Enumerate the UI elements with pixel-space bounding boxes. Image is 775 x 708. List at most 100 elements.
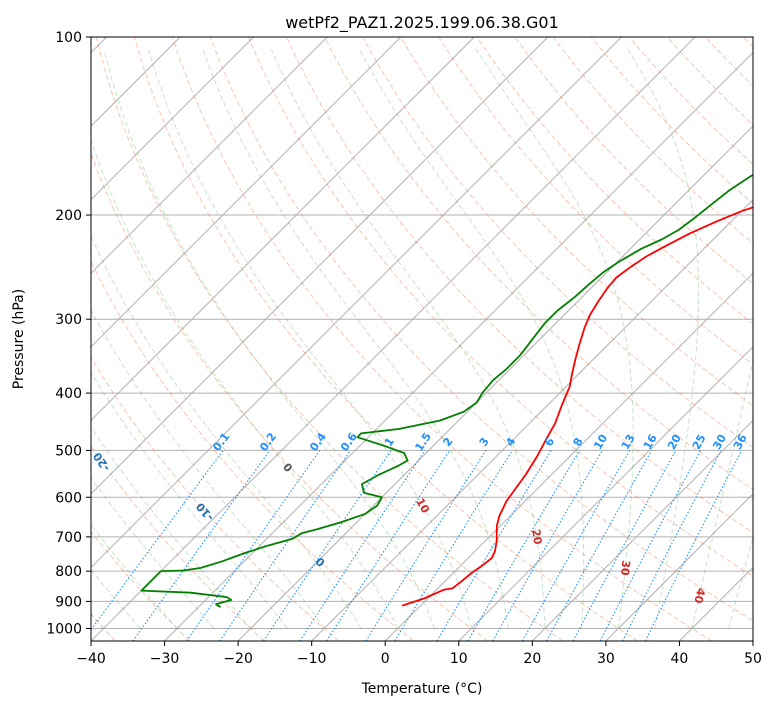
moist-adiabat-line	[91, 309, 325, 629]
isotherm-line	[91, 37, 622, 569]
isotherm-line	[91, 37, 402, 348]
y-tick-label: 400	[55, 386, 82, 402]
dry-adiabat-line	[286, 37, 753, 534]
mixing-ratio-label: 25	[690, 432, 709, 452]
isotherm-line	[164, 51, 753, 641]
x-tick-label: 20	[523, 651, 541, 667]
mixing-ratio-line	[219, 450, 352, 641]
moist-adiabat-line	[91, 426, 251, 629]
y-tick-label: 600	[55, 490, 82, 506]
profile-series	[140, 173, 753, 608]
reference-line-labels: -20-1000.1 0.2 0.4 0.6 1 1.5 2 3 4 6 8 10 13 16 20 25 30…	[90, 430, 749, 605]
dry-adiabat-line	[91, 356, 340, 641]
dewpoint-profile-line	[140, 173, 753, 608]
isotherm-line	[237, 125, 753, 641]
dry-adiabat-line	[514, 37, 753, 284]
mixing-ratio-line	[644, 450, 743, 641]
x-axis-ticks: −40 −30 −20 −10 0 10 20 30 40 50	[76, 641, 762, 667]
dry-adiabats	[91, 37, 753, 641]
mixing-ratio-line	[599, 450, 702, 641]
y-tick-label: 300	[55, 312, 82, 328]
dry-adiabat-line	[209, 37, 753, 622]
plot-frame	[90, 36, 754, 642]
moist-adiabat-line	[475, 49, 634, 629]
x-tick-label: 0	[381, 651, 390, 667]
moist-adiabat-label: 40	[691, 587, 707, 605]
dry-adiabat-line	[476, 37, 753, 325]
dry-adiabat-line	[91, 152, 489, 641]
moist-adiabat-line	[91, 371, 288, 629]
mixing-ratio-line	[299, 450, 426, 641]
dry-adiabat-line	[133, 37, 638, 641]
isotherm-line	[531, 419, 753, 641]
isotherm-line	[91, 37, 255, 201]
mixing-ratio-line	[365, 450, 487, 641]
isotherm-line	[384, 272, 753, 641]
dry-adiabat-line	[324, 37, 753, 491]
moist-adiabat-label: 30	[618, 560, 633, 577]
y-tick-label: 800	[55, 564, 82, 580]
y-tick-label: 500	[55, 443, 82, 459]
y-tick-label: 200	[55, 208, 82, 224]
dry-adiabat-line	[91, 260, 414, 641]
chart-title: wetPf2_PAZ1.2025.199.06.38.G01	[285, 13, 559, 33]
dry-adiabat-line	[400, 37, 753, 407]
mixing-ratio-lines	[91, 450, 743, 641]
mixing-ratio-label: 36	[731, 432, 750, 452]
moist-adiabat-line	[103, 49, 435, 629]
temperature-profile-line	[401, 206, 753, 607]
isotherm-line	[311, 198, 753, 641]
isobar-gridlines	[91, 37, 753, 629]
y-tick-label: 100	[55, 30, 82, 46]
x-tick-label: 40	[671, 651, 689, 667]
mixing-ratio-line	[622, 450, 722, 641]
mixing-ratio-line	[492, 450, 603, 641]
mixing-ratio-line	[326, 450, 451, 641]
moist-adiabats	[91, 49, 753, 629]
mixing-ratio-line	[186, 450, 321, 641]
moist-adiabat-line	[627, 49, 700, 629]
isotherm-line	[91, 37, 696, 641]
dry-adiabat-line	[95, 37, 563, 641]
y-tick-label: 900	[55, 594, 82, 610]
dry-adiabat-line	[362, 37, 753, 448]
moist-adiabat-label: 20	[529, 528, 544, 545]
moist-adiabat-line	[91, 476, 215, 629]
mixing-ratio-line	[394, 450, 513, 641]
isotherm-gridlines	[91, 37, 753, 641]
x-tick-label: 30	[597, 651, 615, 667]
isotherm-line	[605, 493, 753, 641]
x-tick-label: 50	[744, 651, 762, 667]
isotherm-line	[458, 346, 753, 641]
isotherm-line	[91, 37, 549, 495]
dry-adiabat-line	[590, 37, 753, 205]
mixing-ratio-line	[132, 450, 271, 641]
moist-adiabat-line	[91, 234, 362, 629]
moist-adiabat-line	[148, 49, 472, 629]
x-tick-label: −40	[76, 651, 106, 667]
dry-adiabat-line	[247, 37, 753, 577]
mixing-ratio-line	[546, 450, 653, 641]
x-tick-label: −30	[150, 651, 180, 667]
dry-adiabat-line	[171, 37, 713, 641]
mixing-ratio-line	[91, 450, 224, 631]
x-tick-label: −20	[223, 651, 253, 667]
y-tick-label: 1000	[46, 621, 82, 637]
moist-adiabat-line	[270, 49, 546, 629]
y-axis-ticks: 100 200 300 400 500 600 700 800 900 1000	[46, 30, 91, 637]
y-tick-label: 700	[55, 530, 82, 546]
moist-adiabat-line	[202, 49, 509, 629]
mixing-ratio-line	[522, 450, 631, 641]
x-tick-label: −10	[297, 651, 327, 667]
x-axis-label: Temperature (°C)	[361, 681, 483, 697]
moist-adiabat-line	[691, 357, 753, 629]
isotherm-line	[91, 37, 475, 422]
moist-adiabat-line	[359, 49, 585, 629]
dry-adiabat-line	[438, 37, 753, 365]
y-axis-label: Pressure (hPa)	[11, 289, 27, 389]
isotherm-line	[91, 37, 328, 274]
mixing-ratio-line	[572, 450, 677, 641]
x-tick-label: 10	[450, 651, 468, 667]
dry-adiabat-line	[91, 530, 191, 641]
